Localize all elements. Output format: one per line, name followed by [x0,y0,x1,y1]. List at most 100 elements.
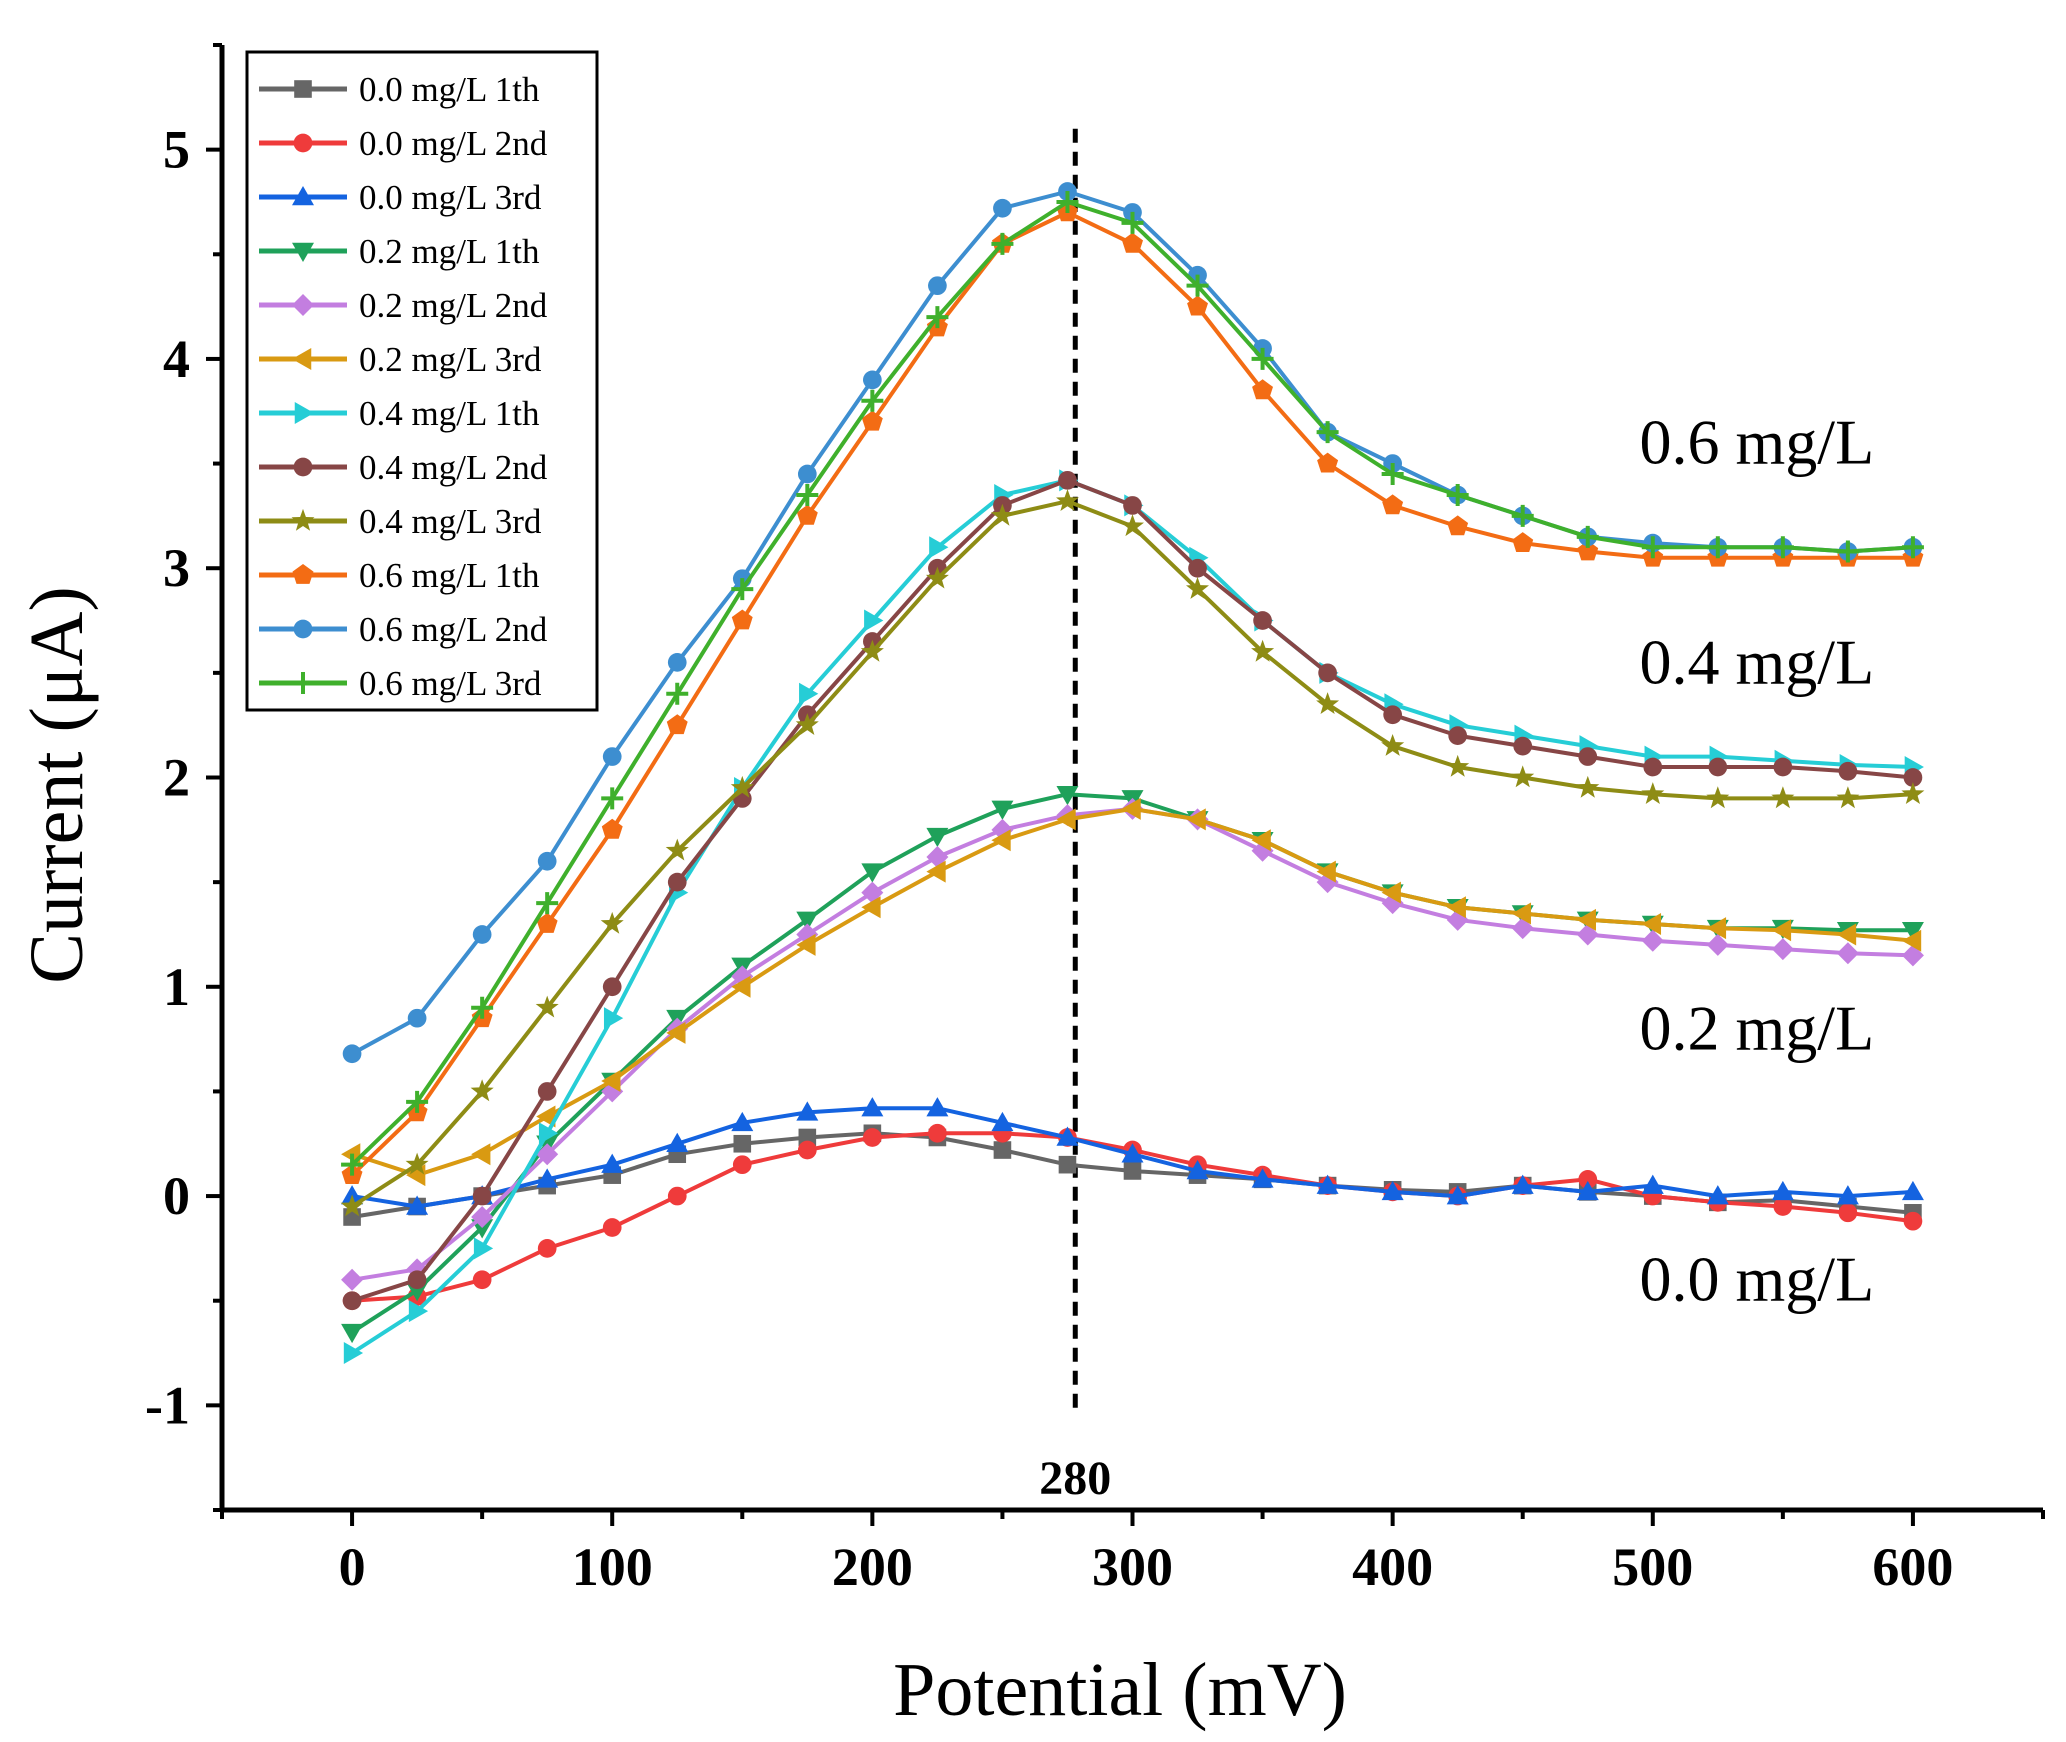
data-point [1838,761,1858,781]
data-point [731,609,753,630]
legend-label: 0.2 mg/L 2nd [359,286,548,325]
data-point [666,682,689,705]
data-point [1903,1211,1923,1231]
data-point [1123,1162,1142,1180]
data-point [861,863,884,883]
data-point [1903,768,1923,787]
group-label: 0.2 mg/L [1640,993,1875,1064]
data-point [472,1186,492,1206]
data-point [861,389,884,412]
data-point [797,1140,817,1160]
data-point [1381,1180,1404,1201]
legend-entry: 0.4 mg/L 1th [259,394,540,433]
data-point [1056,1126,1079,1146]
data-point [408,1300,429,1323]
data-point [1901,782,1925,804]
data-point [1641,929,1664,952]
data-point [1252,379,1273,400]
y-tick-label: 4 [163,329,190,389]
data-point [603,1007,624,1030]
data-point [1706,536,1729,559]
data-point [1186,577,1209,599]
data-point [535,995,559,1018]
data-point [1643,757,1663,777]
data-point [602,747,622,766]
data-point [993,1141,1012,1159]
group-label: 0.6 mg/L [1640,407,1875,478]
data-point [993,198,1012,218]
data-point [1186,808,1206,831]
data-point [1316,860,1336,883]
data-point [1381,734,1405,756]
data-point [1901,1180,1924,1201]
data-point [667,872,687,892]
series-0-6-mg-l-3rd [341,190,1924,1176]
data-point [796,1101,819,1121]
data-point [796,483,819,506]
data-point [601,1153,624,1173]
legend-entry: 0.4 mg/L 2nd [259,448,548,487]
data-point [1706,917,1727,940]
data-point [1576,1180,1599,1201]
data-point [1901,929,1922,952]
data-point [733,1134,752,1153]
legend-marker [293,619,313,639]
y-tick-label: 5 [163,120,190,180]
data-point [796,504,818,525]
legend-marker [292,564,314,584]
data-point [1578,747,1598,766]
data-point [601,818,623,839]
group-label: 0.4 mg/L [1640,626,1875,697]
legend-entry: 0.6 mg/L 3rd [259,664,542,703]
data-point [341,1153,364,1176]
data-point [1576,775,1600,798]
data-point [799,682,819,705]
data-point [471,996,494,1019]
legend-marker [292,294,314,316]
data-point [1186,274,1209,297]
data-point [536,1105,556,1128]
data-point [929,536,949,559]
legend-entry: 0.0 mg/L 1th [259,70,540,109]
data-point [991,232,1014,255]
data-point [1446,1185,1469,1205]
data-point [1771,938,1794,961]
data-point [407,1008,427,1028]
data-point [1056,785,1079,806]
x-axis-title: Potential (mV) [893,1648,1347,1732]
legend-entry: 0.6 mg/L 2nd [259,610,548,649]
data-point [536,1168,559,1188]
legend-label: 0.4 mg/L 3rd [359,502,542,541]
data-point [926,1097,949,1117]
data-point [1187,295,1208,316]
data-point [1773,757,1793,777]
data-point [1511,504,1534,527]
legend-entry: 0.0 mg/L 3rd [259,178,542,217]
data-point [1706,1185,1729,1205]
data-point [1447,515,1469,536]
data-point [861,410,883,431]
data-point [797,464,817,484]
y-tick-label: 0 [163,1166,190,1226]
axes: -1 0 1 2 3 4 5 0 100 200 300 400 500 600 [145,43,2045,1597]
legend: 0.0 mg/L 1th 0.0 mg/L 2nd 0.0 mg/L 3rd 0.2 … [245,50,599,712]
legend-label: 0.6 mg/L 1th [359,556,540,595]
data-point [731,578,754,601]
legend-entry: 0.6 mg/L 1th [259,556,540,595]
x-tick-label: 200 [832,1537,913,1597]
data-point [1446,754,1470,777]
legend-label: 0.6 mg/L 2nd [359,610,548,649]
data-point [1771,536,1794,559]
data-point [1122,232,1143,253]
data-point [863,370,882,390]
data-point [537,851,557,871]
series-0-0-mg-l-1th [343,1124,1922,1226]
data-point [1381,463,1404,486]
data-point [537,1082,557,1101]
data-point [1641,1174,1664,1194]
legend-label: 0.2 mg/L 1th [359,232,540,271]
data-point [1251,829,1271,852]
data-point [536,1143,559,1166]
data-point [926,860,946,883]
